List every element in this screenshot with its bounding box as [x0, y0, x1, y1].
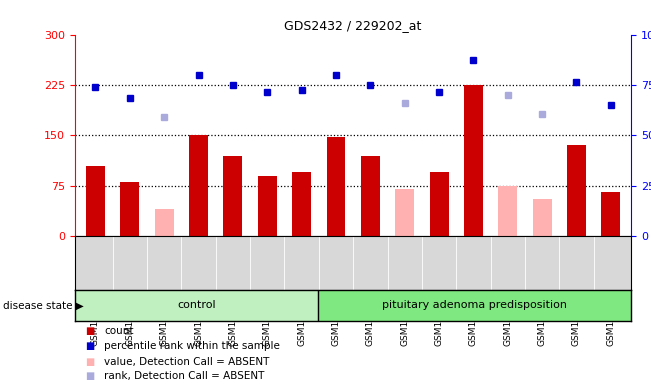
Text: ■: ■ — [85, 357, 94, 367]
Bar — [498, 186, 518, 236]
Text: ■: ■ — [85, 371, 94, 381]
Bar — [327, 137, 346, 236]
Bar — [258, 176, 277, 236]
Bar — [533, 199, 551, 236]
Bar — [120, 182, 139, 236]
Bar — [318, 290, 631, 321]
Title: GDS2432 / 229202_at: GDS2432 / 229202_at — [284, 19, 422, 32]
Bar — [189, 136, 208, 236]
Bar — [395, 189, 414, 236]
Text: control: control — [177, 300, 216, 310]
Bar — [430, 172, 449, 236]
Text: pituitary adenoma predisposition: pituitary adenoma predisposition — [382, 300, 568, 310]
Bar — [292, 172, 311, 236]
Bar — [86, 166, 105, 236]
Text: ■: ■ — [85, 326, 94, 336]
Text: percentile rank within the sample: percentile rank within the sample — [104, 341, 280, 351]
Text: ■: ■ — [85, 341, 94, 351]
Bar — [223, 156, 242, 236]
Bar — [155, 209, 174, 236]
Bar — [567, 146, 586, 236]
Bar — [75, 290, 318, 321]
Bar — [464, 85, 483, 236]
Text: value, Detection Call = ABSENT: value, Detection Call = ABSENT — [104, 357, 270, 367]
Text: count: count — [104, 326, 133, 336]
Text: rank, Detection Call = ABSENT: rank, Detection Call = ABSENT — [104, 371, 264, 381]
Bar — [361, 156, 380, 236]
Text: disease state ▶: disease state ▶ — [3, 300, 84, 310]
Bar — [602, 192, 620, 236]
